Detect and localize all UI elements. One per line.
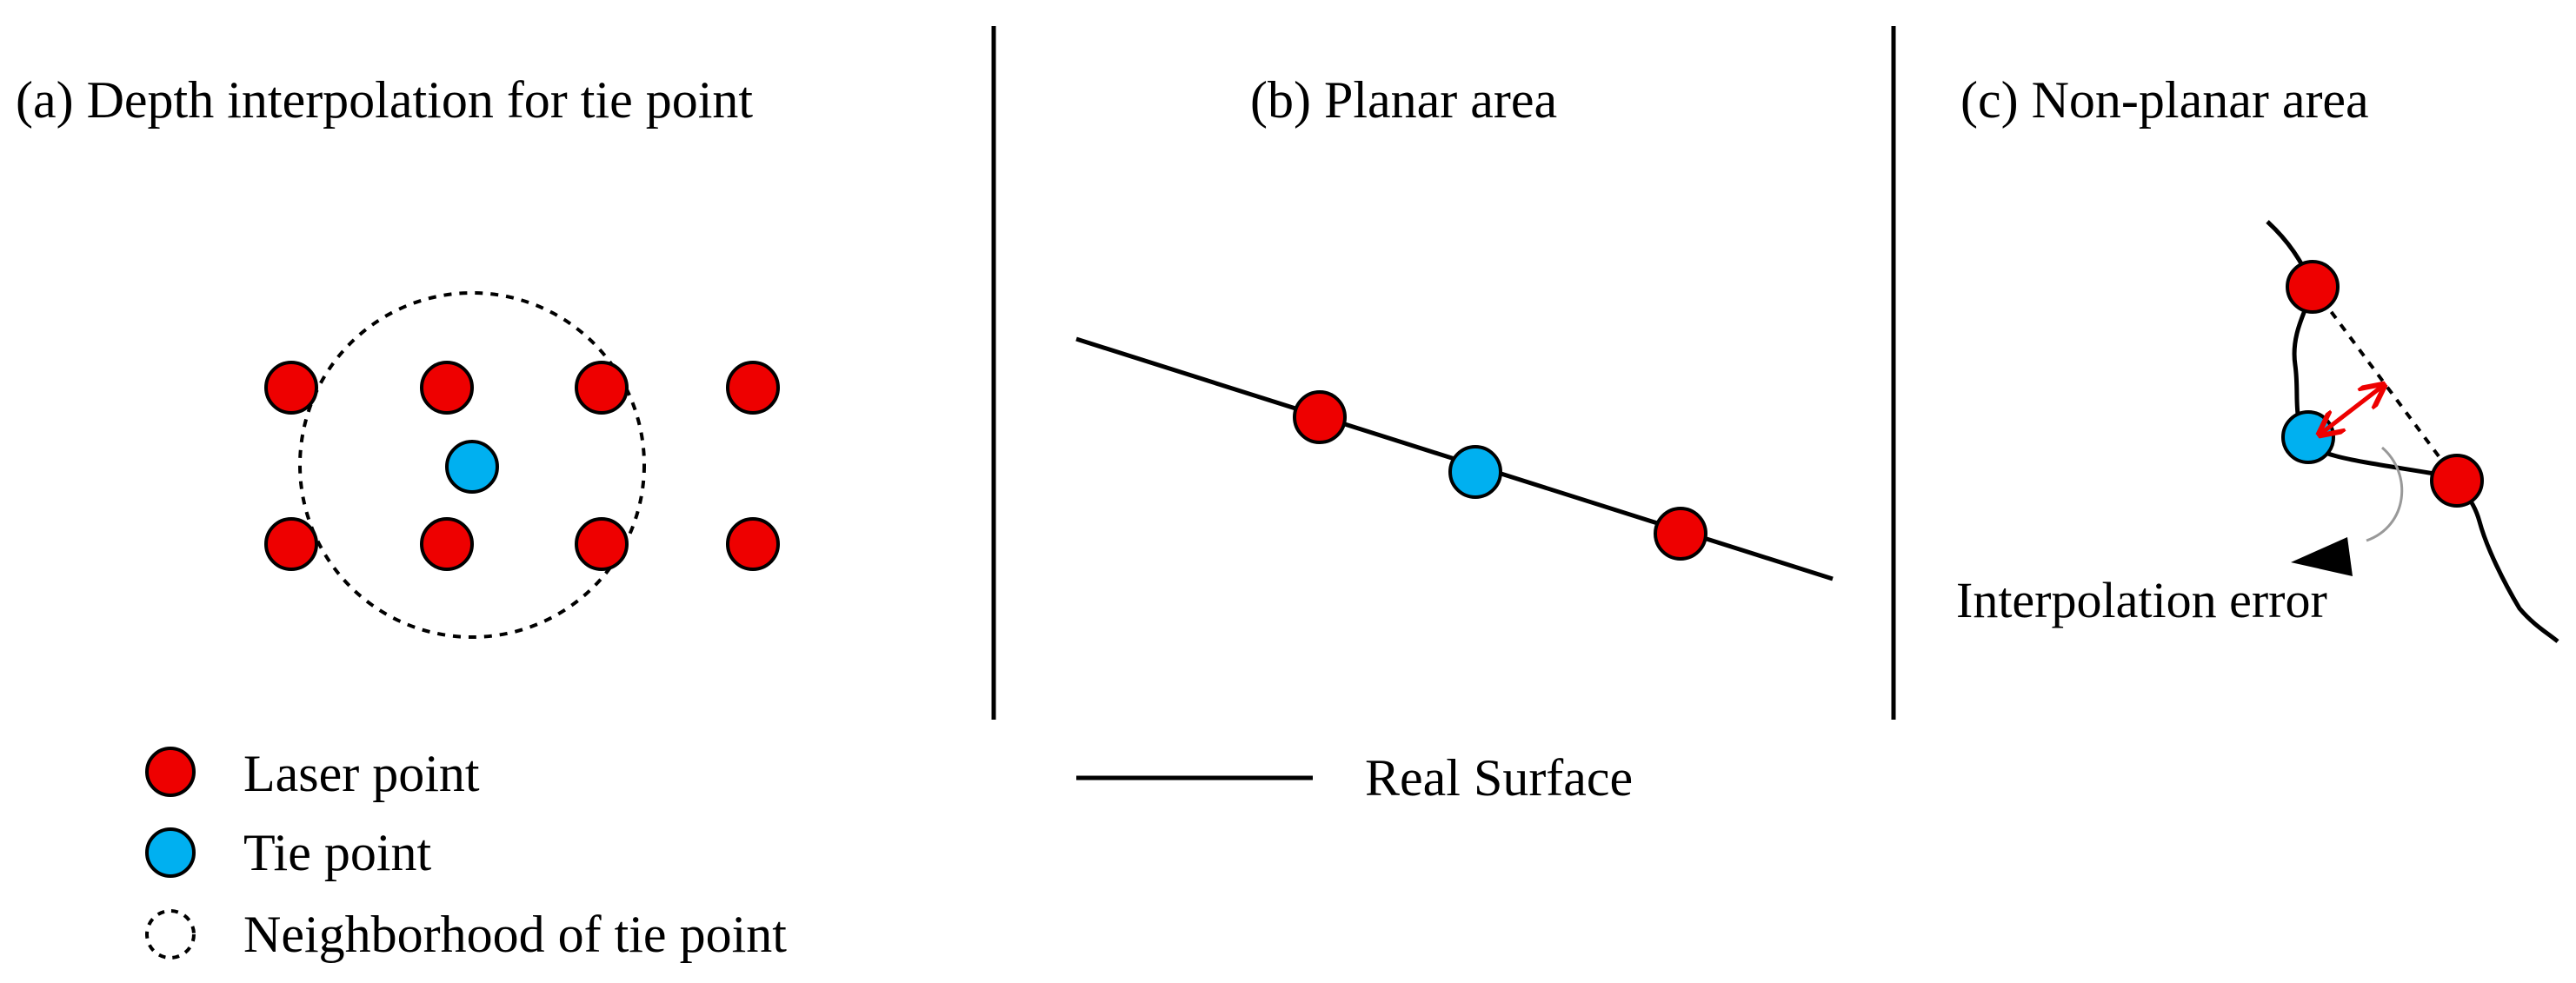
panel-b-title: (b) Planar area [1250,71,1557,129]
legend-laser-label: Laser point [243,745,480,802]
laser-point [575,361,629,415]
legend-laser-icon [145,747,196,797]
laser-point [2286,260,2340,314]
laser-point [575,517,629,571]
panel-c-title: (c) Non-planar area [1960,71,2369,129]
panel-a-title: (a) Depth interpolation for tie point [16,71,753,129]
tie-point [1448,445,1502,499]
neighborhood-circle [298,291,646,639]
legend-surface-label: Real Surface [1365,749,1633,807]
tie-point [2281,410,2335,464]
legend-tie-icon [145,827,196,878]
laser-point [726,361,780,415]
laser-point [264,517,318,571]
laser-point [726,517,780,571]
interpolation-error-arrow [2320,385,2384,435]
legend-neighborhood-label: Neighborhood of tie point [243,906,787,963]
error-angle-arc [2366,446,2404,542]
laser-point [1654,507,1707,561]
tie-point [445,440,499,494]
legend-tie-label: Tie point [243,824,432,881]
panel-c: Interpolation error [1956,220,2559,643]
panel-b [1075,336,1834,581]
laser-point [420,517,474,571]
laser-point [420,361,474,415]
panel-a [264,291,780,639]
interpolation-error-label: Interpolation error [1956,572,2327,628]
legend: Laser point Tie point Neighborhood of ti… [145,745,1633,963]
laser-point [1293,390,1347,444]
legend-neighborhood-icon [145,909,196,960]
error-pointer-icon [2291,537,2353,576]
laser-point [2430,454,2484,508]
laser-point [264,361,318,415]
